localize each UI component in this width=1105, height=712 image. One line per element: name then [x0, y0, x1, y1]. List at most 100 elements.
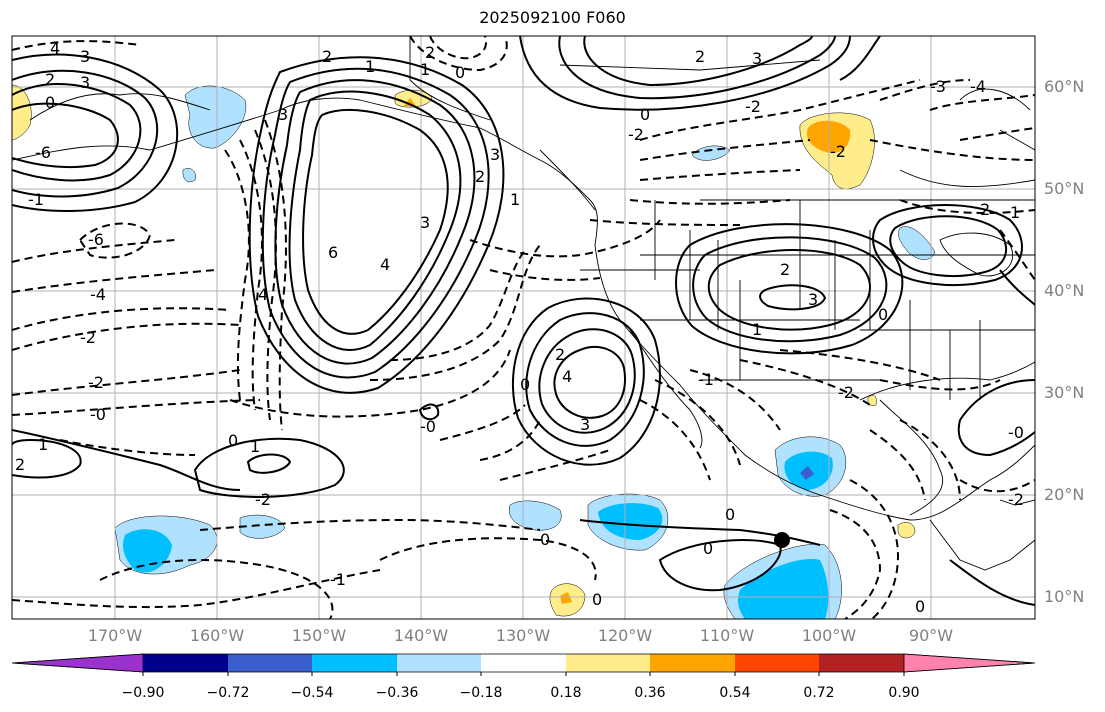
contour-label: 0 [540, 530, 550, 549]
lat-label: 60°N [1044, 77, 1085, 96]
contour-label: -2 [1008, 490, 1024, 509]
contour-label: 0 [725, 505, 735, 524]
contour-label: 3 [752, 49, 762, 68]
lat-label: 30°N [1044, 383, 1085, 402]
contour-label: -2 [745, 97, 761, 116]
contour-label: 6 [328, 243, 338, 262]
contours [12, 36, 1035, 619]
contour-label: 2 [980, 200, 990, 219]
contour-label: -2 [88, 373, 104, 392]
colorbar-segment [397, 654, 481, 672]
contour-label: 3 [80, 47, 90, 66]
lon-label: 120°W [597, 626, 653, 645]
contour-label: 0 [878, 305, 888, 324]
contour-label: 1 [752, 320, 762, 339]
contour-label: -2 [628, 125, 644, 144]
contour-label: 0 [520, 375, 530, 394]
colorbar-segment [650, 654, 735, 672]
lon-label: 100°W [801, 626, 857, 645]
contour-label: -0 [420, 417, 436, 436]
contour-label: 2 [15, 455, 25, 474]
contour-label: 3 [80, 73, 90, 92]
colorbar-segment [481, 654, 566, 672]
contour-label: 4 [258, 285, 268, 304]
contour-label: -2 [255, 490, 271, 509]
colorbar-segment [819, 654, 904, 672]
colorbar [11, 653, 1036, 676]
contour-label: 1 [1010, 203, 1020, 222]
contour-label: -1 [330, 570, 346, 589]
contour-label: 4 [562, 367, 572, 386]
contour-label: 0 [455, 63, 465, 82]
lon-label: 90°W [908, 626, 954, 645]
contour-label: 2 [555, 345, 565, 364]
contour-label: -2 [80, 328, 96, 347]
location-marker [774, 532, 790, 548]
lon-label: 140°W [393, 626, 449, 645]
lon-label: 150°W [291, 626, 347, 645]
contour-label: 0 [45, 93, 55, 112]
contour-label: 1 [38, 435, 48, 454]
map-title: 2025092100 F060 [479, 8, 626, 27]
contour-label: 0 [640, 105, 650, 124]
contour-label: 0 [592, 590, 602, 609]
colorbar-tick-label: −0.90 [121, 685, 165, 701]
graticule [12, 36, 1035, 619]
colorbar-tick-label: 0.18 [550, 685, 582, 701]
colorbar-tick-label: −0.18 [459, 685, 503, 701]
contour-label: 3 [490, 145, 500, 164]
contour-label: 0 [915, 597, 925, 616]
contour-label: -4 [90, 285, 106, 304]
contour-label: 2 [425, 43, 435, 62]
contour-label: 1 [420, 60, 430, 79]
contour-label: 4 [50, 39, 60, 58]
contour-label: 2 [322, 47, 332, 66]
colorbar-tick-label: 0.36 [634, 685, 666, 701]
colorbar-segment [312, 654, 397, 672]
contour-label: -3 [930, 77, 946, 96]
lon-label: 110°W [699, 626, 755, 645]
contour-label: -6 [88, 230, 104, 249]
contour-label: 0 [703, 539, 713, 558]
lon-label: 160°W [189, 626, 245, 645]
contour-label: -4 [970, 77, 986, 96]
contour-label: -0 [90, 405, 106, 424]
contour-label: 3 [808, 290, 818, 309]
lat-label: 20°N [1044, 485, 1085, 504]
lat-label: 40°N [1044, 281, 1085, 300]
lat-label: 50°N [1044, 179, 1085, 198]
contour-label: 2 [45, 70, 55, 89]
colorbar-segment [903, 653, 1036, 673]
contour-label: 1 [510, 190, 520, 209]
contour-label: 2 [475, 167, 485, 186]
colorbar-segment [566, 654, 650, 672]
contour-label: 4 [380, 255, 390, 274]
contour-label: -2 [830, 142, 846, 161]
contour-label: -1 [28, 190, 44, 209]
colorbar-tick-label: 0.54 [719, 685, 751, 701]
colorbar-tick-label: −0.72 [206, 685, 250, 701]
contour-label: -0 [1008, 423, 1024, 442]
lon-label: 130°W [495, 626, 551, 645]
colorbar-tick-label: −0.54 [290, 685, 334, 701]
contour-label: -6 [35, 143, 51, 162]
contour-label: 3 [420, 213, 430, 232]
colorbar-tick-label: 0.72 [803, 685, 835, 701]
contour-label: 2 [695, 47, 705, 66]
colorbar-segment [11, 653, 144, 673]
contour-label: 2 [780, 260, 790, 279]
map-frame [11, 35, 1036, 620]
lat-label: 10°N [1044, 587, 1085, 606]
colorbar-segment [228, 654, 312, 672]
colorbar-tick-label: −0.36 [375, 685, 419, 701]
contour-labels: 4 3 2 1 0 0 2 3 -6 -6 1 2 3 4 6 3 2 4 2 … [15, 39, 1024, 616]
contour-label: 3 [278, 105, 288, 124]
contour-label: 3 [580, 415, 590, 434]
lon-label: 170°W [87, 626, 143, 645]
contour-label: 1 [250, 437, 260, 456]
colorbar-segment [143, 654, 228, 672]
contour-label: -1 [698, 370, 714, 389]
colorbar-tick-label: 0.90 [888, 685, 920, 701]
colorbar-segment [735, 654, 819, 672]
